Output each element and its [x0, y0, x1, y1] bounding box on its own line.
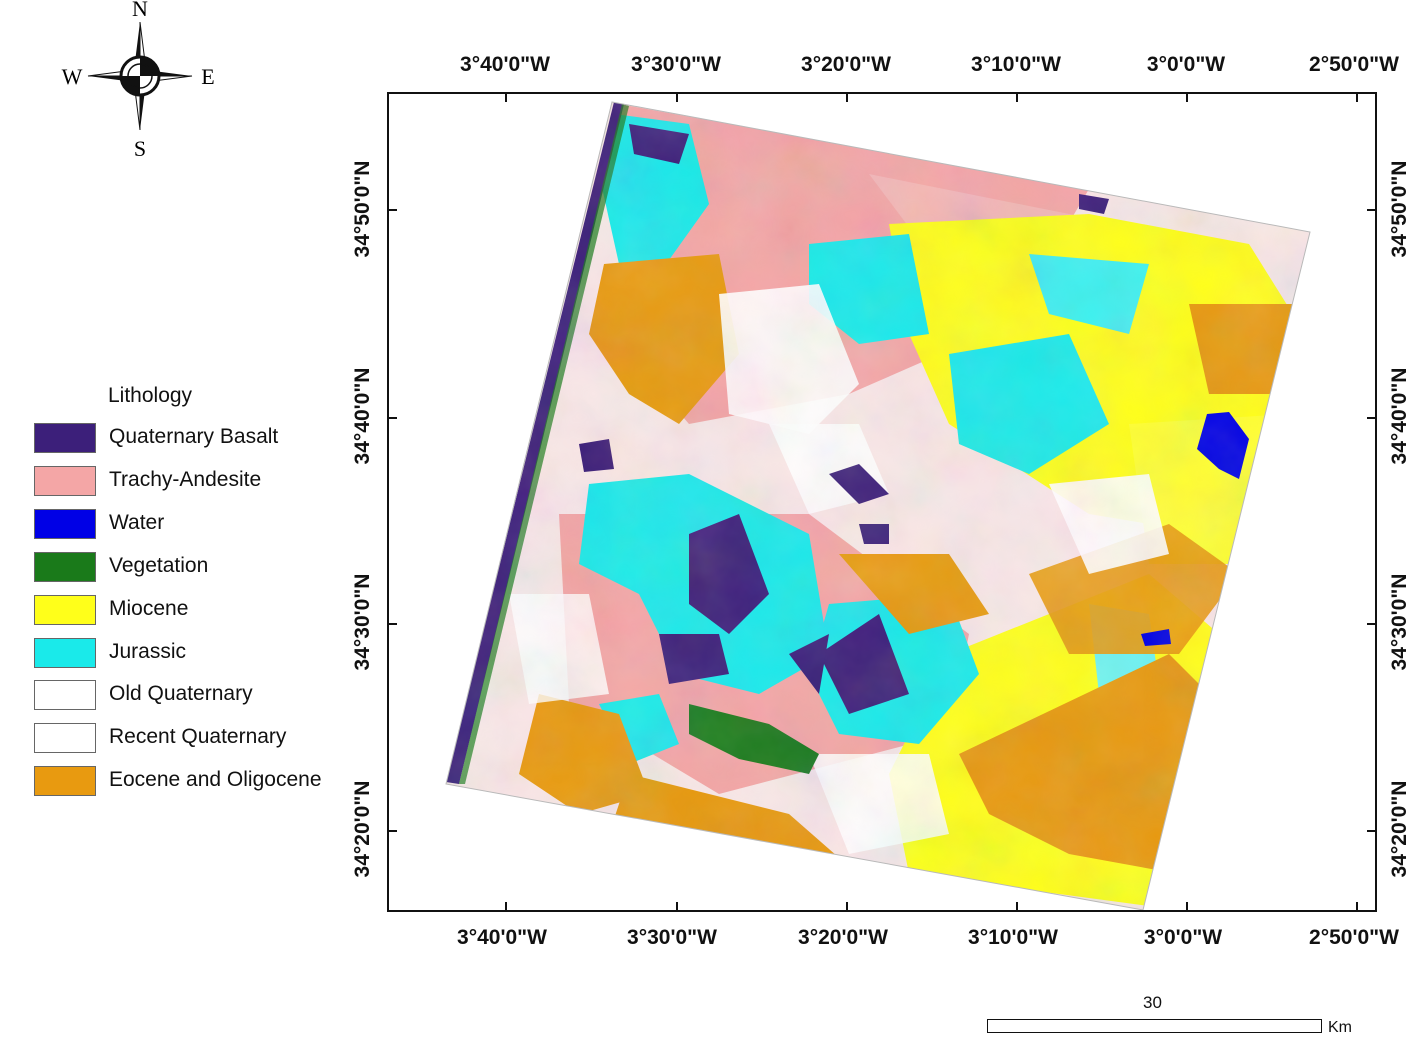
legend-swatch	[34, 551, 96, 582]
legend-label: Old Quaternary	[109, 682, 253, 706]
lon-tick-top-6: 2°50'0"W	[1309, 53, 1399, 76]
compass-north-label: N	[132, 0, 148, 21]
north-arrow-compass: N S E W	[60, 0, 220, 161]
legend-swatch	[34, 637, 96, 668]
legend-swatch	[34, 423, 96, 453]
lon-tick-top-1: 3°40'0"W	[460, 53, 550, 76]
legend-label: Eocene and Oligocene	[109, 768, 322, 792]
lon-tick-bottom-6: 2°50'0"W	[1309, 926, 1399, 949]
lat-tick-right-2: 34°40'0"N	[1388, 367, 1411, 465]
legend-swatch	[34, 766, 96, 797]
scale-bar	[987, 1019, 1322, 1033]
lon-tick-bottom-4: 3°10'0"W	[968, 926, 1058, 949]
scale-bar-value: 30	[1143, 993, 1162, 1012]
lon-tick-top-4: 3°10'0"W	[971, 53, 1061, 76]
legend-swatch	[34, 723, 96, 754]
lat-tick-left-1: 34°50'0"N	[351, 160, 374, 258]
compass-west-label: W	[62, 64, 83, 89]
legend-swatch	[34, 594, 96, 625]
legend-swatch	[34, 680, 96, 711]
legend-label: Quaternary Basalt	[109, 425, 279, 448]
scale-bar-unit: Km	[1328, 1019, 1352, 1036]
legend-swatch	[34, 508, 96, 539]
compass-south-label: S	[134, 136, 146, 160]
lat-tick-left-2: 34°40'0"N	[351, 367, 374, 465]
lon-tick-bottom-2: 3°30'0"W	[627, 926, 717, 949]
lon-tick-top-2: 3°30'0"W	[631, 53, 721, 76]
map-frame	[387, 92, 1377, 912]
legend-label: Vegetation	[109, 553, 209, 577]
lon-tick-bottom-3: 3°20'0"W	[798, 926, 888, 949]
legend-label: Recent Quaternary	[109, 725, 287, 749]
lat-tick-right-4: 34°20'0"N	[1388, 780, 1411, 878]
lat-tick-right-1: 34°50'0"N	[1388, 160, 1411, 258]
lat-tick-left-4: 34°20'0"N	[351, 780, 374, 878]
legend-label: Jurassic	[109, 639, 187, 663]
legend-title: Lithology	[108, 384, 193, 407]
lon-tick-bottom-5: 3°0'0"W	[1143, 926, 1223, 949]
legend-label: Water	[109, 510, 165, 534]
legend-label: Miocene	[109, 596, 189, 620]
compass-east-label: E	[201, 64, 214, 89]
lon-tick-top-3: 3°20'0"W	[801, 53, 891, 76]
lat-tick-left-3: 34°30'0"N	[351, 573, 374, 671]
lithology-map	[389, 94, 1375, 911]
legend-swatch	[34, 465, 96, 496]
lon-tick-bottom-1: 3°40'0"W	[457, 926, 547, 949]
lon-tick-top-5: 3°0'0"W	[1146, 53, 1226, 76]
lat-tick-right-3: 34°30'0"N	[1388, 573, 1411, 671]
legend-label: Trachy-Andesite	[109, 467, 262, 491]
compass-rose-icon: N S E W	[62, 0, 215, 161]
